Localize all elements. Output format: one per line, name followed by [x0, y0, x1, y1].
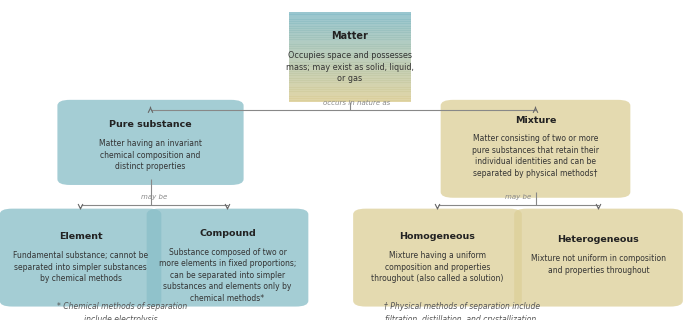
Bar — [288, 60, 411, 63]
Text: Occupies space and possesses
mass; may exist as solid, liquid,
or gas: Occupies space and possesses mass; may e… — [286, 51, 414, 83]
Bar — [288, 62, 411, 65]
Text: may be: may be — [505, 194, 531, 200]
Text: Mixture: Mixture — [514, 116, 556, 125]
Bar — [288, 52, 411, 54]
Text: Homogeneous: Homogeneous — [400, 232, 475, 241]
Text: may be: may be — [141, 194, 167, 200]
Text: Mixture not uniform in composition
and properties throughout: Mixture not uniform in composition and p… — [531, 254, 666, 275]
Bar — [288, 75, 411, 77]
Text: Mixture having a uniform
composition and properties
throughout (also called a so: Mixture having a uniform composition and… — [371, 251, 504, 283]
Bar — [288, 82, 411, 84]
Bar — [288, 43, 411, 45]
Bar — [288, 44, 411, 47]
Bar — [288, 14, 411, 16]
Bar — [288, 87, 411, 90]
Text: Fundamental substance; cannot be
separated into simpler substances
by chemical m: Fundamental substance; cannot be separat… — [13, 251, 148, 283]
Text: * Chemical methods of separation
include electrolysis.: * Chemical methods of separation include… — [57, 302, 188, 320]
Text: occurs in nature as: occurs in nature as — [323, 100, 391, 106]
Bar — [288, 50, 411, 52]
Text: Compound: Compound — [199, 229, 256, 238]
Bar — [288, 95, 411, 97]
Bar — [288, 73, 411, 76]
FancyBboxPatch shape — [441, 100, 630, 198]
Text: † Physical methods of separation include
filtration, distillation, and crystalli: † Physical methods of separation include… — [384, 302, 540, 320]
Bar — [288, 12, 411, 15]
Bar — [288, 34, 411, 36]
Bar — [288, 84, 411, 86]
Bar — [288, 25, 411, 27]
Bar — [288, 32, 411, 34]
Text: Matter consisting of two or more
pure substances that retain their
individual id: Matter consisting of two or more pure su… — [472, 134, 599, 178]
Bar — [288, 57, 411, 60]
Bar — [288, 77, 411, 79]
Bar — [288, 68, 411, 70]
Bar — [288, 36, 411, 38]
Bar — [288, 16, 411, 18]
Bar — [288, 19, 411, 22]
Bar — [288, 98, 411, 100]
Bar — [288, 18, 411, 20]
Text: Heterogeneous: Heterogeneous — [558, 236, 639, 244]
FancyBboxPatch shape — [147, 209, 309, 307]
Bar — [288, 100, 411, 102]
Bar — [288, 37, 411, 40]
Bar — [288, 69, 411, 72]
FancyBboxPatch shape — [353, 209, 522, 307]
Bar — [288, 46, 411, 49]
Bar — [288, 27, 411, 29]
Text: Matter: Matter — [332, 31, 368, 41]
FancyBboxPatch shape — [0, 209, 161, 307]
Bar — [288, 21, 411, 24]
Bar — [288, 91, 411, 93]
Bar — [288, 39, 411, 42]
Text: Pure substance: Pure substance — [109, 120, 192, 129]
Bar — [288, 55, 411, 58]
Bar — [288, 93, 411, 95]
FancyBboxPatch shape — [57, 100, 244, 185]
Bar — [288, 48, 411, 51]
Bar — [288, 78, 411, 81]
Text: Element: Element — [59, 232, 102, 241]
Bar — [288, 30, 411, 33]
Bar — [288, 86, 411, 88]
Bar — [288, 28, 411, 31]
Bar — [288, 59, 411, 61]
Bar — [288, 96, 411, 99]
Bar — [288, 23, 411, 25]
FancyBboxPatch shape — [514, 209, 682, 307]
Bar — [288, 53, 411, 56]
Text: Matter having an invariant
chemical composition and
distinct properties: Matter having an invariant chemical comp… — [99, 139, 202, 171]
Bar — [288, 64, 411, 67]
Bar — [288, 71, 411, 74]
Bar — [288, 80, 411, 83]
Bar — [288, 66, 411, 68]
Bar — [288, 41, 411, 43]
Text: Substance composed of two or
more elements in fixed proportions;
can be separate: Substance composed of two or more elemen… — [159, 248, 296, 303]
Bar — [288, 89, 411, 92]
